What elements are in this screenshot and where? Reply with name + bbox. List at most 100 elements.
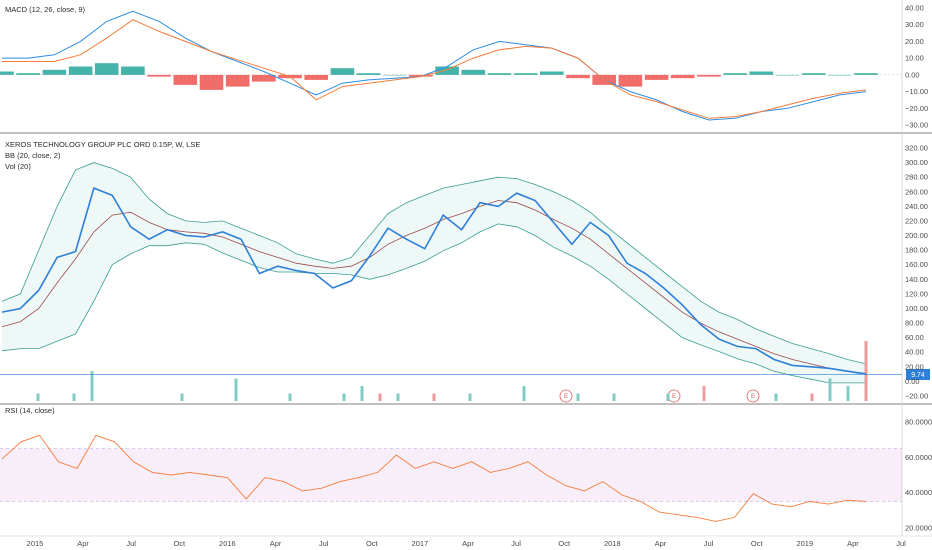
volume-bar [864,341,868,401]
last-price-label: 9.74 [906,369,930,380]
macd-histogram-bar [670,74,695,79]
volume-bar [378,393,382,401]
x-tick-label: Jul [126,539,136,548]
earnings-marker[interactable]: E [667,389,681,403]
y-tick-label: 200.00 [905,231,928,240]
y-tick-label: 140.00 [905,275,928,284]
y-tick-label: 220.00 [905,216,928,225]
x-tick-label: Apr [77,539,89,548]
macd-histogram-bar [382,74,407,76]
price-title: XEROS TECHNOLOGY GROUP PLC ORD 0.15P, W,… [5,140,200,149]
macd-histogram-bar [199,74,224,90]
macd-histogram-bar [330,68,355,75]
y-tick-label: 80.00 [905,319,924,328]
volume-bar [522,386,526,401]
bollinger-upper-line [1,162,867,365]
earnings-marker[interactable]: E [559,389,573,403]
y-tick-label: 240.00 [905,202,928,211]
y-tick-label: 30.00 [905,20,924,29]
x-tick-label: Apr [847,539,859,548]
macd-histogram-bar [147,74,171,77]
x-tick-label: 2015 [27,539,44,548]
y-tick-label: 0.00 [905,70,920,79]
x-tick-label: Apr [655,539,667,548]
x-tick-label: 2019 [796,539,813,548]
y-tick-label: 40.00 [905,4,924,13]
macd-histogram-bar [121,66,145,75]
y-tick-label: 80.0000 [905,418,932,427]
x-tick-label: 2016 [219,539,236,548]
volume-bar [810,393,814,401]
macd-histogram-bar [252,74,276,82]
volume-bar [396,393,400,401]
y-tick-label: −20.00 [905,392,928,401]
macd-histogram-bar [749,71,774,75]
x-tick-label: 2018 [604,539,621,548]
x-tick-label: Oct [751,539,764,548]
volume-bar [468,393,472,401]
y-tick-label: 100.00 [905,304,928,313]
y-tick-label: −30.00 [905,121,928,130]
earnings-marker[interactable]: E [746,389,760,403]
macd-histogram-bar [173,74,198,85]
y-tick-label: 20.00 [905,362,924,371]
y-tick-label: −20.00 [905,104,928,113]
volume-bar [612,393,616,401]
price-line [1,187,867,375]
y-tick-label: 20.00 [905,37,924,46]
macd-histogram-bar [16,73,40,75]
volume-bar [666,393,670,401]
macd-histogram-bar [723,73,747,75]
volume-bar [576,393,580,401]
volume-bar [342,393,346,401]
volume-bar [702,386,706,401]
x-tick-label: Jul [896,539,906,548]
x-tick-label: Apr [462,539,474,548]
macd-title: MACD (12, 26, close, 9) [5,5,86,14]
macd-histogram-bar [304,74,328,80]
macd-histogram-bar [618,74,643,87]
y-tick-label: 60.00 [905,333,924,342]
svg-text:E: E [564,394,568,400]
macd-histogram-bar [801,73,826,75]
volume-bar [180,393,184,401]
macd-histogram-bar [540,71,564,75]
x-tick-label: Oct [366,539,379,548]
macd-histogram-bar [697,74,721,77]
macd-histogram-bar [225,74,250,87]
rsi-band [0,448,902,502]
macd-line [2,10,867,121]
macd-histogram-bar [461,69,486,75]
y-tick-label: 320.00 [905,144,928,153]
macd-histogram-bar [356,73,381,75]
macd-histogram-bar [644,74,669,80]
y-tick-label: 160.00 [905,260,928,269]
rsi-line [1,434,867,522]
macd-signal-line [2,19,867,119]
macd-histogram-bar [42,69,67,75]
x-tick-label: Oct [173,539,186,548]
y-tick-label: 300.00 [905,158,928,167]
volume-bar [774,393,778,401]
y-tick-label: 20.0000 [905,524,932,533]
y-tick-label: 260.00 [905,187,928,196]
x-tick-label: Jul [511,539,521,548]
vol-title: Vol (20) [5,162,31,171]
macd-histogram-bar [775,74,800,76]
y-tick-label: 40.0000 [905,488,932,497]
volume-bar [846,386,850,401]
volume-bar [72,393,76,401]
bollinger-basis-line [1,200,867,374]
y-tick-label: −10.00 [905,87,928,96]
volume-bar [36,393,40,401]
macd-histogram-bar [409,74,433,77]
macd-histogram-bar [68,66,93,75]
y-tick-label: 0.00 [905,377,920,386]
y-tick-label: 10.00 [905,54,924,63]
x-tick-label: Jul [319,539,329,548]
x-tick-label: 2017 [412,539,429,548]
macd-histogram-bar [513,73,538,75]
y-tick-label: 40.00 [905,348,924,357]
